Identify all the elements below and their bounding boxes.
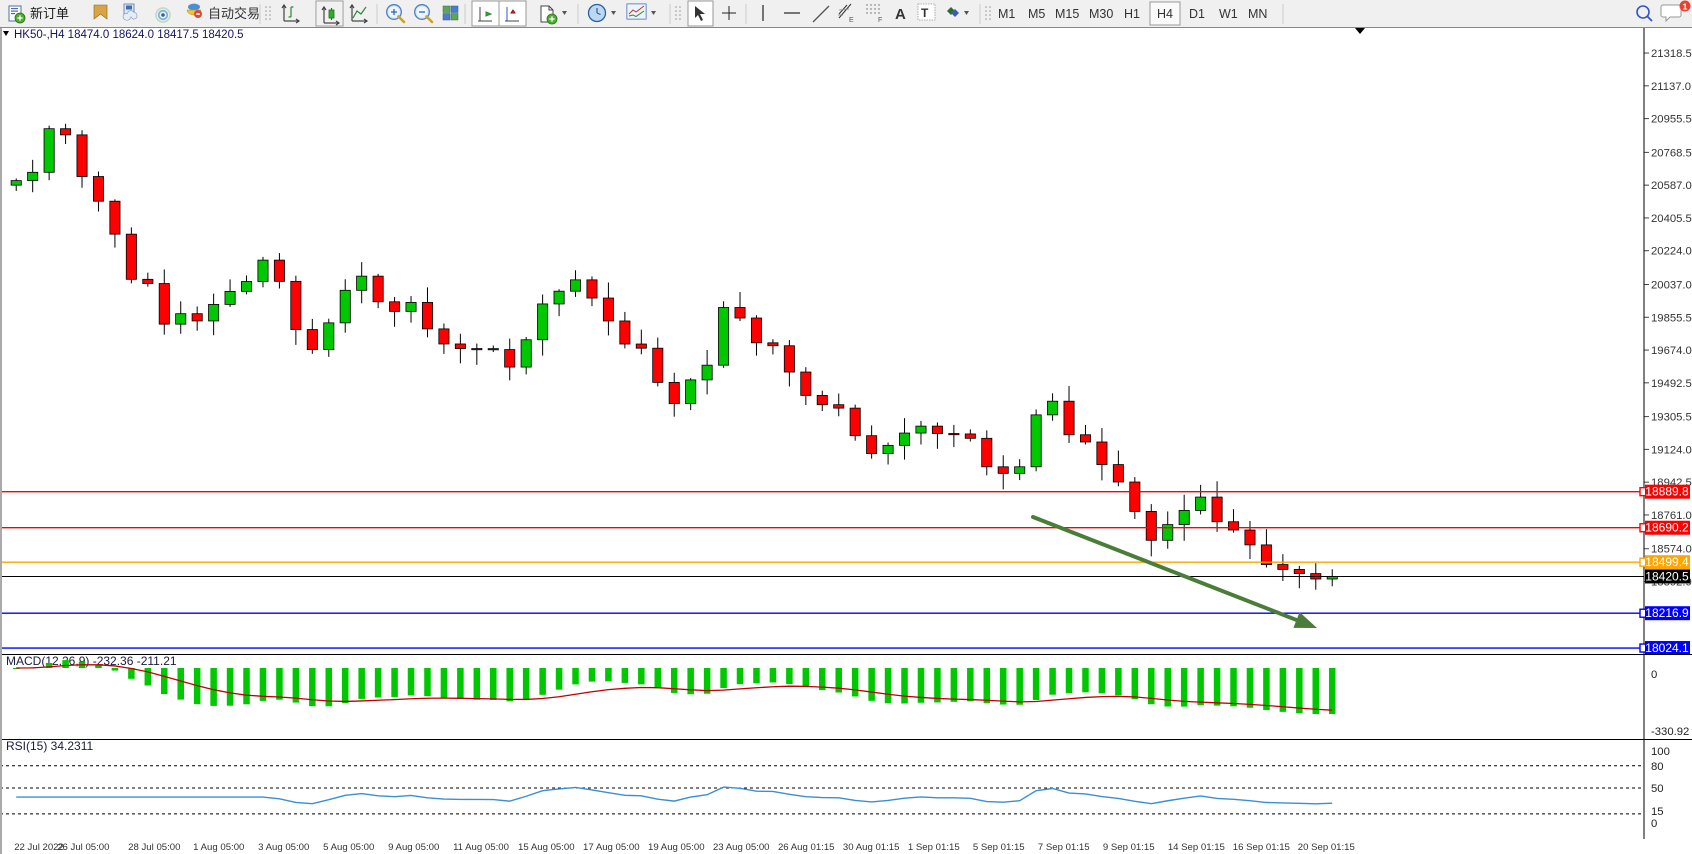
svg-text:T: T — [921, 6, 929, 20]
svg-text:28 Jul 05:00: 28 Jul 05:00 — [128, 842, 180, 853]
svg-text:20405.5: 20405.5 — [1651, 213, 1692, 225]
svg-text:14 Sep 01:15: 14 Sep 01:15 — [1168, 842, 1225, 853]
svg-text:3 Aug 05:00: 3 Aug 05:00 — [258, 842, 309, 853]
svg-text:H1: H1 — [1124, 7, 1140, 21]
svg-text:26 Jul 05:00: 26 Jul 05:00 — [57, 842, 109, 853]
svg-text:18574.0: 18574.0 — [1651, 544, 1692, 556]
svg-text:A: A — [895, 6, 906, 23]
svg-text:11 Aug 05:00: 11 Aug 05:00 — [453, 842, 509, 853]
svg-text:E: E — [849, 17, 854, 24]
svg-text:23 Aug 05:00: 23 Aug 05:00 — [713, 842, 770, 853]
svg-text:0: 0 — [1651, 669, 1657, 681]
svg-text:18420.5: 18420.5 — [1645, 569, 1689, 583]
svg-text:18499.4: 18499.4 — [1645, 555, 1689, 569]
svg-text:26 Aug 01:15: 26 Aug 01:15 — [778, 842, 835, 853]
svg-text:19492.5: 19492.5 — [1651, 378, 1692, 390]
svg-text:1: 1 — [1683, 1, 1688, 11]
svg-text:1 Aug 05:00: 1 Aug 05:00 — [193, 842, 244, 853]
svg-text:20 Sep 01:15: 20 Sep 01:15 — [1298, 842, 1355, 853]
svg-text:M1: M1 — [998, 7, 1015, 21]
svg-text:17 Aug 05:00: 17 Aug 05:00 — [583, 842, 640, 853]
svg-text:19 Aug 05:00: 19 Aug 05:00 — [648, 842, 705, 853]
svg-text:F: F — [878, 17, 882, 24]
svg-text:D1: D1 — [1189, 7, 1205, 21]
svg-text:7 Sep 01:15: 7 Sep 01:15 — [1038, 842, 1090, 853]
svg-text:19855.5: 19855.5 — [1651, 312, 1692, 324]
svg-text:5 Aug 05:00: 5 Aug 05:00 — [323, 842, 374, 853]
svg-text:H4: H4 — [1157, 7, 1173, 21]
svg-text:50: 50 — [1651, 783, 1664, 795]
svg-text:30 Aug 01:15: 30 Aug 01:15 — [843, 842, 900, 853]
svg-text:5 Sep 01:15: 5 Sep 01:15 — [973, 842, 1025, 853]
svg-text:18690.2: 18690.2 — [1645, 521, 1689, 535]
svg-text:自动交易: 自动交易 — [208, 6, 260, 21]
svg-text:100: 100 — [1651, 746, 1670, 758]
svg-text:W1: W1 — [1219, 7, 1238, 21]
svg-text:MACD(12,26,9) -232.36 -211.21: MACD(12,26,9) -232.36 -211.21 — [6, 654, 177, 668]
svg-text:16 Sep 01:15: 16 Sep 01:15 — [1233, 842, 1290, 853]
svg-text:20955.5: 20955.5 — [1651, 114, 1692, 126]
svg-text:19124.0: 19124.0 — [1651, 444, 1692, 456]
svg-text:18889.8: 18889.8 — [1645, 485, 1689, 499]
svg-text:9 Sep 01:15: 9 Sep 01:15 — [1103, 842, 1155, 853]
svg-text:HK50-,H4 18474.0 18624.0 1841: HK50-,H4 18474.0 18624.0 18417.5 18420.5 — [14, 29, 244, 41]
svg-text:9 Aug 05:00: 9 Aug 05:00 — [388, 842, 439, 853]
svg-text:18024.1: 18024.1 — [1645, 641, 1689, 654]
svg-text:M30: M30 — [1089, 7, 1113, 21]
svg-text:1 Sep 01:15: 1 Sep 01:15 — [908, 842, 960, 853]
svg-text:20037.0: 20037.0 — [1651, 279, 1692, 291]
svg-text:M5: M5 — [1028, 7, 1045, 21]
svg-text:M15: M15 — [1055, 7, 1079, 21]
svg-text:80: 80 — [1651, 761, 1664, 773]
svg-text:20587.0: 20587.0 — [1651, 180, 1692, 192]
svg-text:新订单: 新订单 — [30, 6, 69, 21]
svg-text:0: 0 — [1651, 818, 1657, 830]
svg-text:15: 15 — [1651, 806, 1664, 818]
svg-text:15 Aug 05:00: 15 Aug 05:00 — [518, 842, 575, 853]
svg-text:21137.0: 21137.0 — [1651, 81, 1691, 93]
svg-text:19674.0: 19674.0 — [1651, 345, 1692, 357]
svg-text:20224.0: 20224.0 — [1651, 246, 1692, 258]
svg-text:-330.92: -330.92 — [1651, 726, 1689, 738]
svg-text:21318.5: 21318.5 — [1651, 48, 1692, 60]
svg-text:19305.5: 19305.5 — [1651, 412, 1692, 424]
svg-text:18216.9: 18216.9 — [1645, 606, 1689, 620]
svg-text:RSI(15) 34.2311: RSI(15) 34.2311 — [6, 739, 93, 753]
svg-text:MN: MN — [1248, 7, 1267, 21]
svg-text:20768.5: 20768.5 — [1651, 147, 1692, 159]
